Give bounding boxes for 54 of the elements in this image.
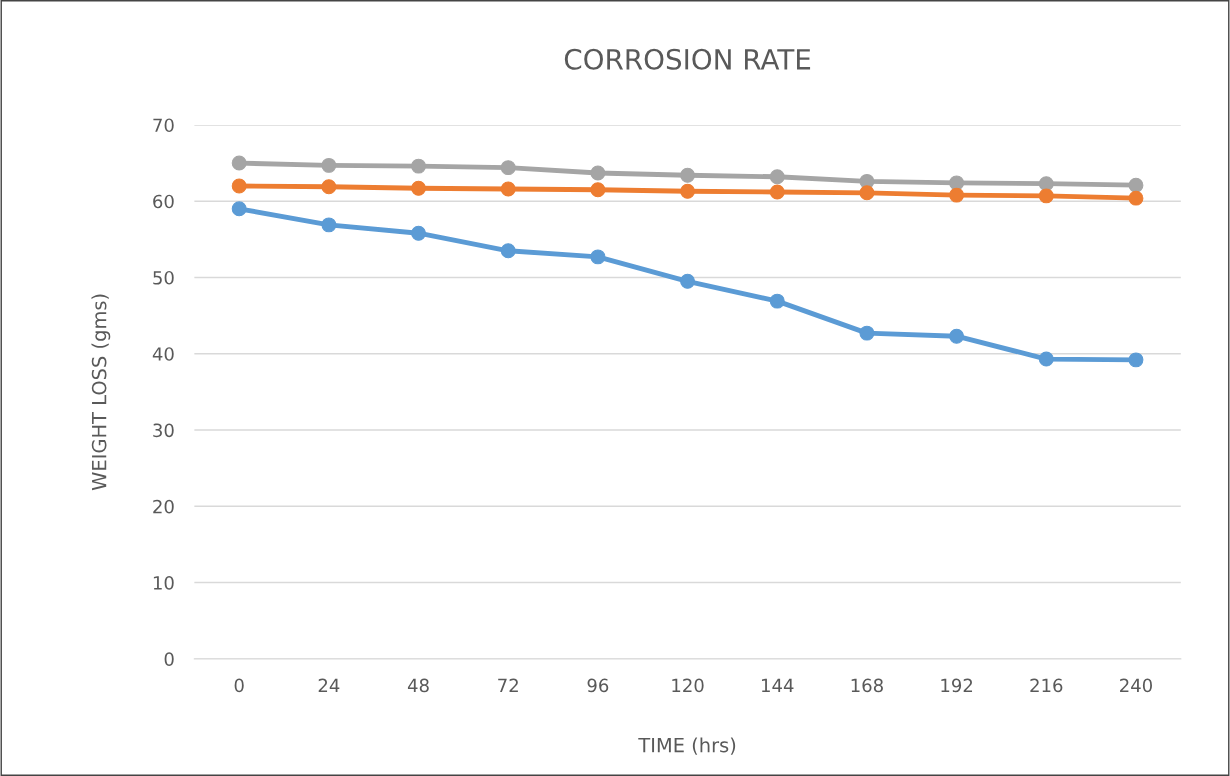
point	[680, 273, 696, 289]
x-tick-label: 144	[762, 678, 794, 692]
point	[411, 180, 426, 196]
x-tick-label: 216	[1030, 678, 1063, 693]
point	[949, 187, 965, 203]
point	[500, 160, 516, 176]
y-tick-label: 40	[152, 347, 174, 361]
x-tick-label: 168	[851, 678, 883, 693]
point	[500, 243, 516, 259]
point	[1128, 177, 1144, 193]
x-tick-label: 72	[498, 678, 518, 692]
chart-title: CORROSION RATE	[564, 48, 811, 70]
y-tick-label: 10	[153, 576, 174, 590]
point	[1038, 351, 1054, 367]
y-tick-label: 0	[164, 652, 174, 666]
point	[769, 169, 785, 185]
point	[321, 217, 337, 233]
x-tick-label: 96	[587, 678, 609, 693]
point	[1038, 188, 1054, 204]
point	[231, 201, 247, 217]
point	[590, 182, 606, 198]
point	[411, 158, 426, 174]
point	[231, 155, 247, 171]
point	[769, 293, 785, 309]
x-tick-label: 0	[234, 678, 244, 693]
point	[1128, 352, 1144, 368]
y-tick-label: 30	[153, 423, 174, 438]
point	[769, 184, 785, 200]
point	[949, 175, 965, 191]
y-tick-label: 60	[153, 194, 174, 209]
point	[231, 178, 247, 194]
y-axis-title: WEIGHT LOSS (gms)	[91, 294, 111, 491]
point	[590, 249, 606, 265]
x-tick-label: 24	[318, 678, 340, 692]
x-tick-label: 240	[1120, 678, 1152, 693]
x-tick-label: 192	[941, 678, 973, 693]
x-tick-label: 48	[407, 678, 429, 693]
point	[1128, 190, 1144, 206]
point	[859, 185, 875, 201]
x-tick-label: 120	[672, 678, 704, 693]
point	[321, 157, 337, 173]
point	[1038, 176, 1054, 192]
point	[590, 165, 606, 181]
point	[949, 328, 965, 344]
point	[411, 225, 426, 241]
point	[321, 179, 337, 195]
y-tick-label: 70	[153, 118, 174, 133]
point	[680, 167, 696, 183]
x-axis-title: TIME (hrs)	[638, 737, 736, 755]
point	[680, 183, 696, 199]
y-tick-label: 50	[153, 270, 174, 285]
y-tick-label: 20	[153, 499, 174, 514]
point	[500, 181, 516, 197]
point	[859, 325, 875, 341]
